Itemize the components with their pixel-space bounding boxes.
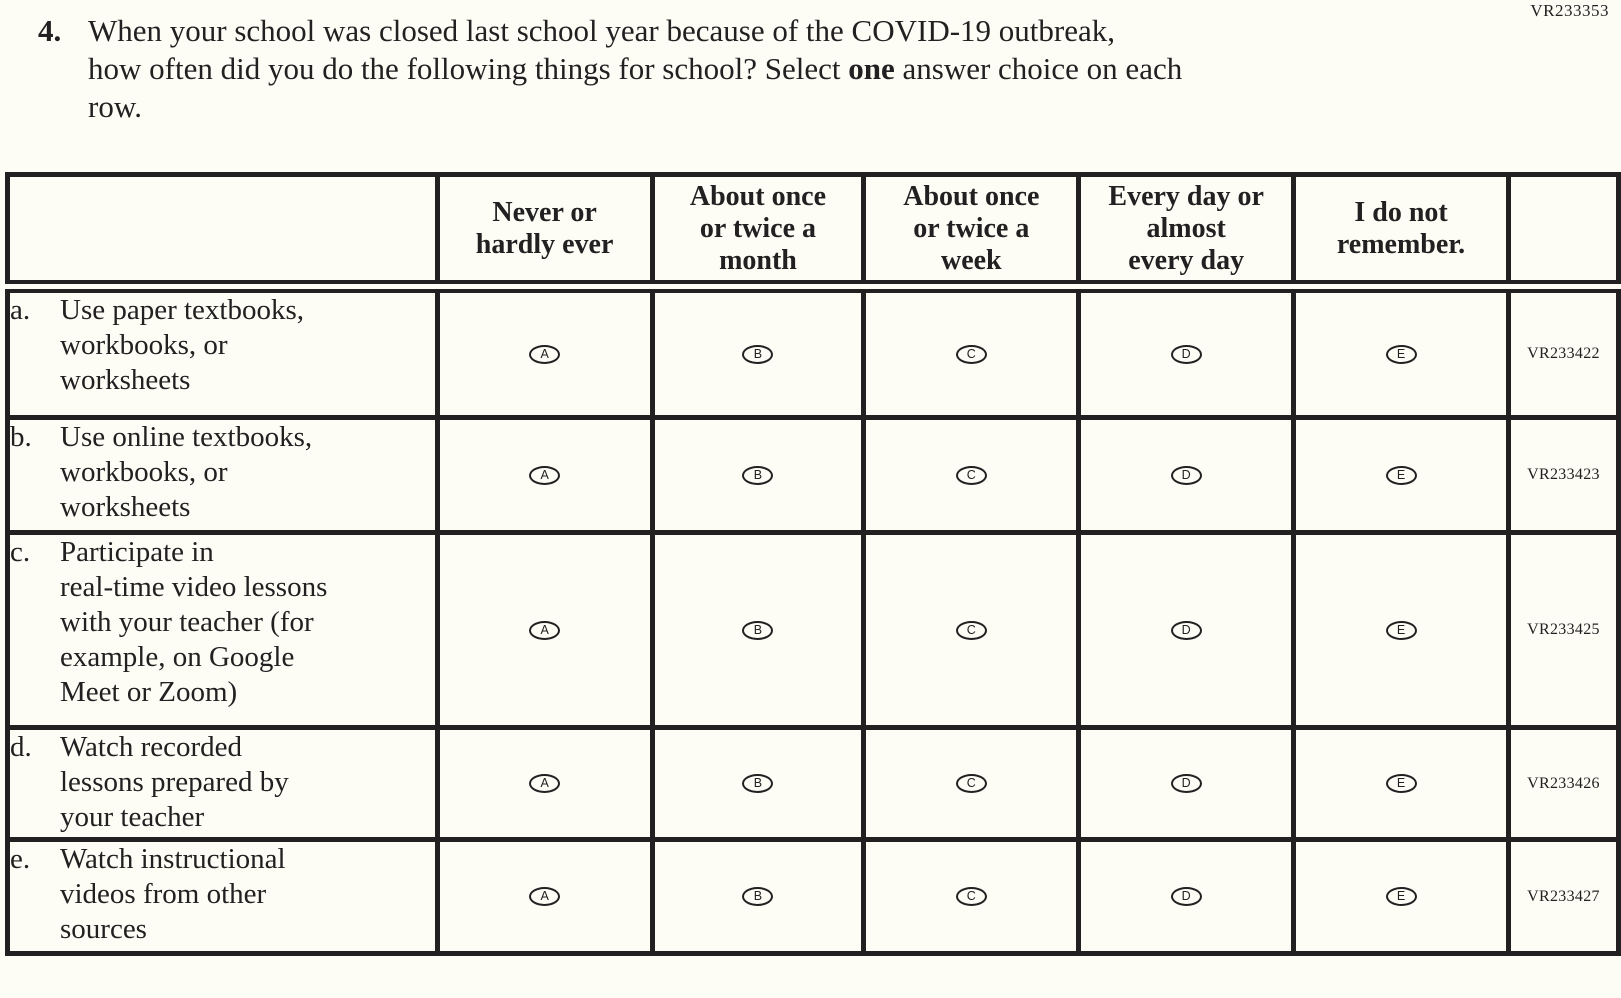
answer-bubble-a-A[interactable]: A (529, 344, 561, 364)
row-text: Watch instructional videos from other so… (60, 843, 286, 945)
choice-cell-b-E: E (1291, 415, 1511, 535)
choice-cell-c-B: B (649, 530, 867, 730)
row-text: Participate in real-time video lessons w… (60, 536, 328, 708)
choice-cell-a-A: A (434, 284, 655, 420)
choice-cell-b-D: D (1076, 415, 1297, 535)
choice-cell-b-B: B (649, 415, 867, 535)
choice-cell-e-E: E (1291, 837, 1511, 956)
row-code: VR233425 (1505, 530, 1621, 730)
answer-bubble-c-C[interactable]: C (955, 620, 987, 640)
header-never-or-hardly-ever: Never or hardly ever (434, 172, 655, 293)
grid-row-b: b. Use online textbooks, workbooks, or wo… (5, 415, 1621, 535)
grid-row-d: d. Watch recorded lessons prepared by you… (5, 725, 1621, 842)
page-form-code: VR233353 (1530, 1, 1609, 20)
row-stem-b: b. Use online textbooks, workbooks, or wo… (5, 415, 440, 535)
answer-bubble-e-C[interactable]: C (955, 887, 987, 906)
choice-cell-a-E: E (1291, 284, 1511, 420)
row-stem-c: c. Participate in real-time video lessons… (5, 530, 440, 730)
row-letter: a. (10, 294, 31, 326)
grid-row-c: c. Participate in real-time video lessons… (5, 530, 1621, 730)
answer-bubble-b-D[interactable]: D (1170, 465, 1202, 485)
row-code: VR233427 (1505, 837, 1621, 956)
header-once-or-twice-a-week: About once or twice a week (861, 172, 1082, 293)
answer-bubble-d-C[interactable]: C (955, 774, 987, 793)
answer-bubble-a-E[interactable]: E (1385, 344, 1417, 364)
question-line-2-bold: one (848, 51, 895, 86)
choice-cell-e-B: B (649, 837, 867, 956)
answer-bubble-d-B[interactable]: B (742, 774, 774, 793)
choice-cell-e-C: C (861, 837, 1082, 956)
answer-bubble-b-C[interactable]: C (955, 465, 987, 485)
row-letter: d. (10, 731, 32, 763)
choice-cell-e-D: D (1076, 837, 1297, 956)
header-every-day: Every day or almost every day (1076, 172, 1297, 293)
choice-cell-d-D: D (1076, 725, 1297, 842)
answer-bubble-c-A[interactable]: A (529, 620, 561, 640)
response-grid: Never or hardly ever About once or twice… (5, 172, 1621, 956)
header-once-or-twice-a-month: About once or twice a month (649, 172, 867, 293)
choice-cell-d-A: A (434, 725, 655, 842)
answer-bubble-a-B[interactable]: B (742, 344, 774, 364)
row-stem-a: a. Use paper textbooks, workbooks, or wor… (5, 284, 440, 420)
question-line-2: how often did you do the following thing… (88, 50, 1182, 88)
choice-cell-a-D: D (1076, 284, 1297, 420)
header-code-blank (1505, 172, 1621, 293)
choice-cell-c-E: E (1291, 530, 1511, 730)
choice-cell-b-A: A (434, 415, 655, 535)
choice-cell-d-E: E (1291, 725, 1511, 842)
choice-cell-a-B: B (649, 284, 867, 420)
row-text: Watch recorded lessons prepared by your … (60, 731, 289, 833)
row-stem-e: e. Watch instructional videos from other … (5, 837, 440, 956)
question-text: When your school was closed last school … (88, 12, 1182, 126)
choice-cell-c-C: C (861, 530, 1082, 730)
row-code: VR233422 (1505, 284, 1621, 420)
choice-cell-c-A: A (434, 530, 655, 730)
row-code: VR233423 (1505, 415, 1621, 535)
choice-cell-b-C: C (861, 415, 1082, 535)
answer-bubble-e-E[interactable]: E (1385, 887, 1417, 906)
answer-bubble-b-B[interactable]: B (742, 465, 774, 485)
row-text: Use paper textbooks, workbooks, or works… (60, 294, 305, 396)
answer-bubble-e-B[interactable]: B (742, 887, 774, 906)
answer-bubble-b-E[interactable]: E (1385, 465, 1417, 485)
answer-bubble-c-D[interactable]: D (1170, 620, 1202, 640)
question-line-2-pre: how often did you do the following thing… (88, 51, 849, 86)
question-block: 4. When your school was closed last scho… (38, 12, 1182, 126)
answer-bubble-d-E[interactable]: E (1385, 774, 1417, 793)
question-line-3: row. (88, 89, 142, 124)
row-text: Use online textbooks, workbooks, or work… (60, 421, 313, 523)
header-do-not-remember: I do not remember. (1291, 172, 1511, 293)
choice-cell-a-C: C (861, 284, 1082, 420)
answer-bubble-a-D[interactable]: D (1170, 344, 1202, 364)
question-line-1: When your school was closed last school … (88, 13, 1115, 48)
choice-cell-d-C: C (861, 725, 1082, 842)
answer-bubble-e-A[interactable]: A (529, 887, 561, 906)
choice-cell-d-B: B (649, 725, 867, 842)
row-letter: c. (10, 536, 31, 568)
answer-bubble-c-B[interactable]: B (742, 620, 774, 640)
question-number: 4. (38, 13, 62, 48)
row-code: VR233426 (1505, 725, 1621, 842)
row-stem-d: d. Watch recorded lessons prepared by you… (5, 725, 440, 842)
answer-bubble-c-E[interactable]: E (1385, 620, 1417, 640)
grid-row-e: e. Watch instructional videos from other … (5, 837, 1621, 956)
answer-bubble-e-D[interactable]: D (1170, 887, 1202, 906)
grid-row-a: a. Use paper textbooks, workbooks, or wor… (5, 284, 1621, 420)
question-line-2-post: answer choice on each (894, 51, 1183, 86)
choice-cell-c-D: D (1076, 530, 1297, 730)
header-blank (5, 172, 440, 293)
answer-bubble-a-C[interactable]: C (955, 344, 987, 364)
row-letter: b. (10, 421, 32, 453)
choice-cell-e-A: A (434, 837, 655, 956)
answer-bubble-d-A[interactable]: A (529, 774, 561, 793)
header-row: Never or hardly ever About once or twice… (5, 172, 1621, 293)
row-letter: e. (10, 843, 31, 875)
answer-bubble-b-A[interactable]: A (529, 465, 561, 485)
answer-bubble-d-D[interactable]: D (1170, 774, 1202, 793)
